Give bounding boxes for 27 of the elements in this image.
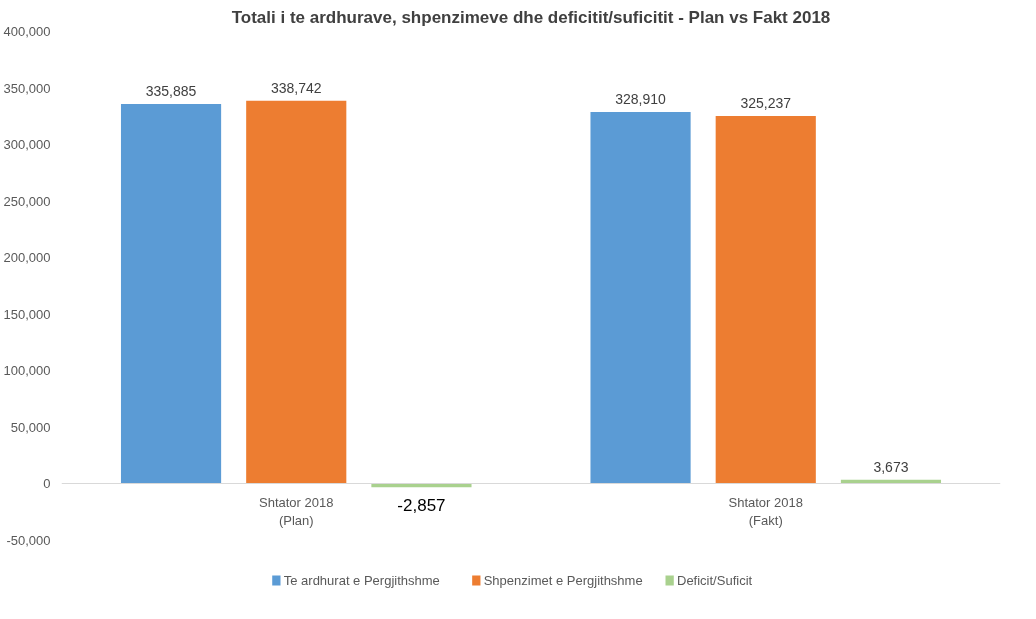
data-label: -2,857	[397, 496, 446, 516]
data-label: 335,885	[145, 83, 197, 100]
y-tick-label: -50,000	[6, 533, 51, 548]
y-tick-label: 50,000	[10, 419, 51, 435]
y-tick-label: 250,000	[3, 193, 51, 209]
y-tick-label: 150,000	[3, 306, 51, 322]
data-label: 328,910	[615, 90, 667, 107]
legend-label: Te ardhurat e Pergjithshme	[283, 573, 440, 588]
legend-label: Shpenzimet e Pergjithshme	[483, 573, 643, 588]
bar	[120, 104, 222, 484]
y-tick-label: 100,000	[3, 363, 51, 379]
bar	[371, 483, 472, 488]
data-label: 3,673	[873, 458, 909, 475]
chart-title: Totali i te ardhurave, shpenzimeve dhe deficitit/suficitit - Plan vs Fakt 2018	[231, 7, 831, 27]
x-tick-label: Shtator 2018 (Plan)	[259, 494, 334, 528]
y-tick-label: 400,000	[3, 24, 51, 39]
y-tick-label: 350,000	[3, 80, 51, 96]
bar	[590, 111, 691, 484]
bar	[715, 116, 816, 484]
y-tick-label: 200,000	[3, 250, 51, 266]
x-tick-label: Shtator 2018 (Fakt)	[728, 494, 803, 528]
bar	[246, 100, 347, 484]
legend-label: Deficit/Suficit	[677, 573, 753, 588]
y-tick-label: 0	[43, 476, 51, 492]
data-label: 325,237	[740, 95, 792, 112]
data-label: 338,742	[270, 79, 322, 96]
y-tick-label: 300,000	[3, 137, 51, 153]
